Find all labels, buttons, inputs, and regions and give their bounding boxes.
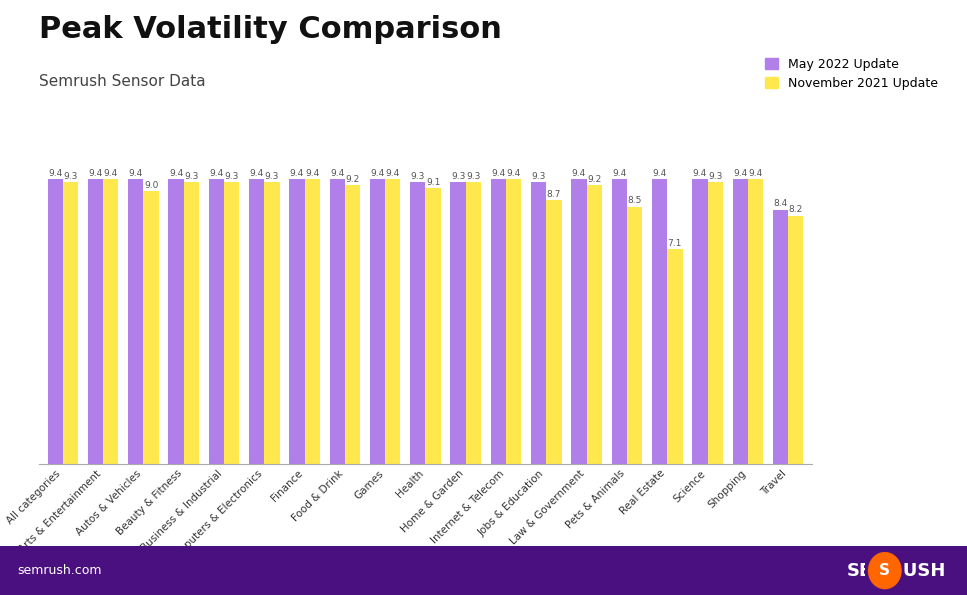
Text: 9.4: 9.4: [386, 169, 400, 178]
Text: 9.3: 9.3: [411, 172, 425, 181]
Bar: [410, 182, 425, 464]
Text: 9.3: 9.3: [708, 172, 722, 181]
Bar: [587, 185, 602, 464]
Bar: [627, 206, 642, 464]
Text: 9.2: 9.2: [587, 175, 601, 184]
Bar: [466, 182, 482, 464]
Text: 9.3: 9.3: [265, 172, 279, 181]
Text: 9.3: 9.3: [532, 172, 546, 181]
Bar: [531, 182, 546, 464]
Text: Peak Volatility Comparison: Peak Volatility Comparison: [39, 15, 502, 44]
Text: 9.4: 9.4: [692, 169, 707, 178]
Bar: [788, 215, 804, 464]
Text: 9.3: 9.3: [184, 172, 198, 181]
Text: 7.1: 7.1: [667, 239, 682, 248]
Text: 8.5: 8.5: [628, 196, 642, 205]
Text: 9.3: 9.3: [466, 172, 481, 181]
Bar: [168, 179, 184, 464]
Bar: [47, 179, 63, 464]
Text: 9.4: 9.4: [306, 169, 319, 178]
Text: 8.7: 8.7: [546, 190, 561, 199]
Bar: [491, 179, 506, 464]
Bar: [88, 179, 103, 464]
Text: 9.4: 9.4: [169, 169, 183, 178]
Bar: [451, 182, 466, 464]
Bar: [652, 179, 667, 464]
Text: 9.3: 9.3: [63, 172, 77, 181]
Text: 9.4: 9.4: [571, 169, 586, 178]
Text: 9.2: 9.2: [345, 175, 360, 184]
Text: 9.4: 9.4: [290, 169, 304, 178]
Bar: [143, 192, 159, 464]
Text: 9.4: 9.4: [88, 169, 103, 178]
Text: 9.4: 9.4: [129, 169, 143, 178]
Bar: [209, 179, 224, 464]
Bar: [546, 201, 562, 464]
Text: semrush.com: semrush.com: [17, 564, 102, 577]
Text: 9.4: 9.4: [48, 169, 62, 178]
Text: 9.4: 9.4: [507, 169, 521, 178]
Text: 9.4: 9.4: [370, 169, 385, 178]
Bar: [128, 179, 143, 464]
Bar: [385, 179, 400, 464]
Text: 9.3: 9.3: [451, 172, 465, 181]
Text: 9.4: 9.4: [733, 169, 747, 178]
Text: 9.4: 9.4: [491, 169, 506, 178]
Text: 9.4: 9.4: [209, 169, 223, 178]
Text: 9.4: 9.4: [748, 169, 763, 178]
Circle shape: [868, 553, 901, 588]
Text: 9.1: 9.1: [425, 178, 440, 187]
Bar: [369, 179, 385, 464]
Bar: [571, 179, 587, 464]
Bar: [425, 189, 441, 464]
Text: Semrush Sensor Data: Semrush Sensor Data: [39, 74, 205, 89]
Bar: [330, 179, 345, 464]
Bar: [305, 179, 320, 464]
Text: 9.4: 9.4: [249, 169, 264, 178]
Bar: [667, 249, 683, 464]
Legend: May 2022 Update, November 2021 Update: May 2022 Update, November 2021 Update: [761, 54, 942, 93]
Bar: [692, 179, 708, 464]
Text: 9.4: 9.4: [330, 169, 344, 178]
Text: 9.3: 9.3: [224, 172, 239, 181]
Text: 9.4: 9.4: [653, 169, 666, 178]
Bar: [184, 182, 199, 464]
Bar: [773, 209, 788, 464]
Text: 8.4: 8.4: [774, 199, 787, 208]
Bar: [708, 182, 723, 464]
Text: 9.4: 9.4: [612, 169, 627, 178]
Bar: [249, 179, 264, 464]
Bar: [733, 179, 747, 464]
Text: 9.4: 9.4: [103, 169, 118, 178]
Text: SEMRUSH: SEMRUSH: [846, 562, 946, 580]
Bar: [103, 179, 119, 464]
Bar: [747, 179, 763, 464]
Bar: [63, 182, 78, 464]
Text: 9.0: 9.0: [144, 181, 159, 190]
Bar: [345, 185, 361, 464]
Bar: [224, 182, 240, 464]
Text: 8.2: 8.2: [789, 205, 803, 214]
Bar: [506, 179, 521, 464]
Bar: [612, 179, 627, 464]
Bar: [289, 179, 305, 464]
Text: S: S: [879, 563, 891, 578]
Bar: [264, 182, 279, 464]
